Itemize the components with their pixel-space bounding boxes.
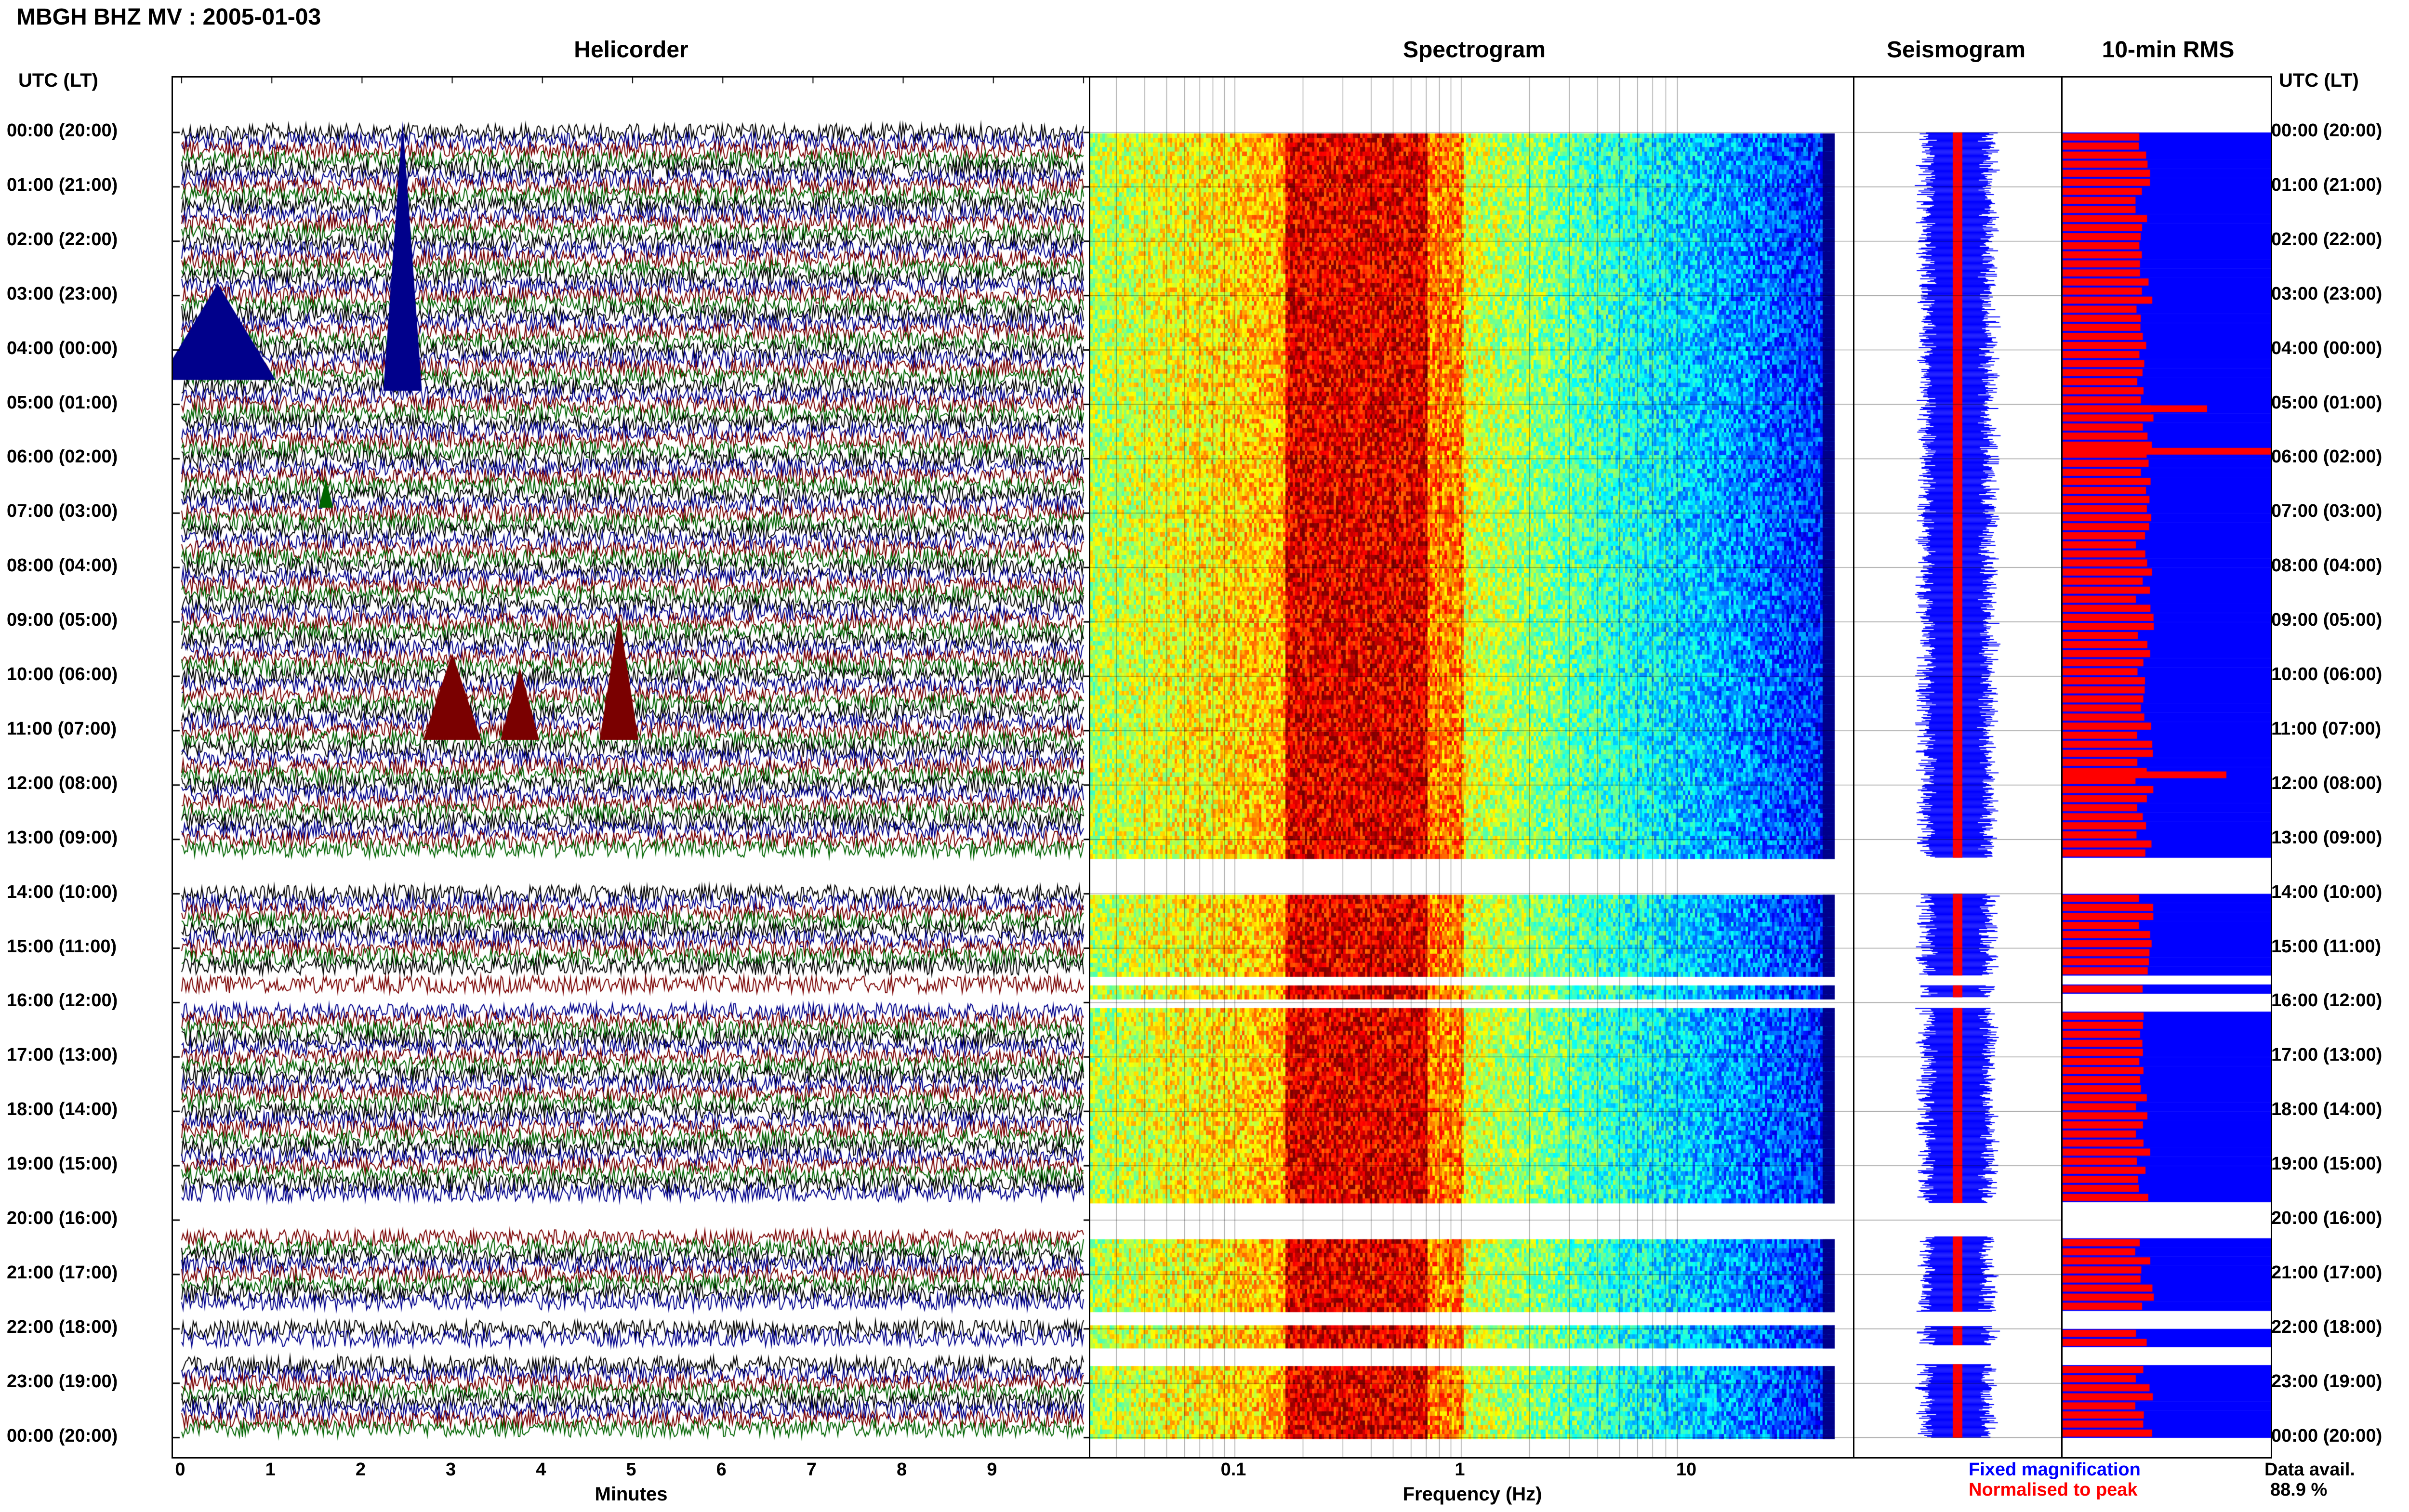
time-label-left: 08:00 (04:00) (7, 555, 118, 576)
helicorder-tick-label: 9 (987, 1459, 997, 1480)
helicorder-tick-label: 1 (265, 1459, 276, 1480)
time-label-right: 06:00 (02:00) (2271, 447, 2383, 467)
seismogram-header: Seismogram (1886, 37, 2026, 63)
time-label-left: 23:00 (19:00) (7, 1371, 118, 1392)
time-label-right: 04:00 (00:00) (2271, 338, 2383, 358)
spectrogram-x-label: Frequency (Hz) (1403, 1484, 1542, 1505)
spectrogram-header: Spectrogram (1403, 37, 1546, 63)
utc-axis-label-right: UTC (LT) (2279, 70, 2359, 91)
time-label-right: 09:00 (05:00) (2271, 610, 2383, 631)
time-label-left: 16:00 (12:00) (7, 990, 118, 1011)
time-label-right: 08:00 (04:00) (2271, 555, 2383, 576)
helicorder-x-label: Minutes (595, 1484, 668, 1505)
time-label-left: 19:00 (15:00) (7, 1154, 118, 1174)
time-label-right: 20:00 (16:00) (2271, 1208, 2383, 1228)
time-label-right: 19:00 (15:00) (2271, 1154, 2383, 1174)
time-label-left: 10:00 (06:00) (7, 664, 118, 684)
time-label-left: 04:00 (00:00) (7, 338, 118, 358)
time-label-left: 09:00 (05:00) (7, 610, 118, 631)
time-label-right: 16:00 (12:00) (2271, 990, 2383, 1011)
time-label-right: 05:00 (01:00) (2271, 392, 2383, 413)
helicorder-tick-label: 7 (806, 1459, 817, 1480)
time-label-left: 00:00 (20:00) (7, 120, 118, 141)
time-label-left: 00:00 (20:00) (7, 1425, 118, 1446)
time-label-right: 01:00 (21:00) (2271, 174, 2383, 195)
time-label-left: 11:00 (07:00) (7, 718, 117, 739)
legend-fixed-magnification: Fixed magnification (1969, 1459, 2141, 1480)
helicorder-tick-label: 2 (355, 1459, 366, 1480)
time-label-right: 10:00 (06:00) (2271, 664, 2383, 684)
time-label-left: 20:00 (16:00) (7, 1208, 118, 1228)
time-label-right: 00:00 (20:00) (2271, 1425, 2383, 1446)
seismogram-panel (1853, 76, 2064, 1459)
spectrogram-image (1090, 78, 1854, 1457)
rms-panel (2061, 76, 2272, 1459)
helicorder-tick-label: 6 (716, 1459, 727, 1480)
time-label-right: 13:00 (09:00) (2271, 827, 2383, 848)
time-label-right: 15:00 (11:00) (2271, 936, 2382, 957)
time-label-right: 23:00 (19:00) (2271, 1371, 2383, 1392)
time-label-left: 13:00 (09:00) (7, 827, 118, 848)
time-label-left: 01:00 (21:00) (7, 174, 118, 195)
time-label-left: 14:00 (10:00) (7, 881, 118, 902)
helicorder-header: Helicorder (574, 37, 688, 63)
spectrogram-panel (1089, 76, 1856, 1459)
rms-bars (2063, 78, 2271, 1457)
helicorder-tick-label: 0 (175, 1459, 185, 1480)
time-label-right: 07:00 (03:00) (2271, 501, 2383, 522)
time-label-right: 18:00 (14:00) (2271, 1099, 2383, 1120)
time-label-left: 02:00 (22:00) (7, 229, 118, 250)
data-availability-label: Data avail. (2264, 1459, 2355, 1480)
helicorder-panel (172, 76, 1092, 1459)
seismogram-traces (1854, 78, 2063, 1457)
time-label-left: 03:00 (23:00) (7, 283, 118, 304)
time-label-left: 17:00 (13:00) (7, 1045, 118, 1065)
helicorder-tick-label: 3 (446, 1459, 456, 1480)
time-label-right: 11:00 (07:00) (2271, 718, 2382, 739)
spectrogram-tick-label: 0.1 (1220, 1459, 1246, 1480)
time-label-left: 18:00 (14:00) (7, 1099, 118, 1120)
helicorder-tick-label: 8 (897, 1459, 907, 1480)
time-label-left: 05:00 (01:00) (7, 392, 118, 413)
utc-axis-label-left: UTC (LT) (18, 70, 98, 91)
time-label-right: 17:00 (13:00) (2271, 1045, 2383, 1065)
legend-normalised-to-peak: Normalised to peak (1969, 1480, 2138, 1500)
time-label-right: 03:00 (23:00) (2271, 283, 2383, 304)
page-title: MBGH BHZ MV : 2005-01-03 (16, 4, 321, 30)
time-label-left: 06:00 (02:00) (7, 447, 118, 467)
spectrogram-tick-label: 1 (1455, 1459, 1465, 1480)
time-label-left: 07:00 (03:00) (7, 501, 118, 522)
time-label-right: 14:00 (10:00) (2271, 881, 2383, 902)
time-label-left: 15:00 (11:00) (7, 936, 117, 957)
time-label-left: 22:00 (18:00) (7, 1316, 118, 1337)
time-label-right: 12:00 (08:00) (2271, 773, 2383, 793)
time-label-left: 21:00 (17:00) (7, 1262, 118, 1283)
helicorder-traces (173, 78, 1090, 1457)
time-label-right: 00:00 (20:00) (2271, 120, 2383, 141)
time-label-right: 21:00 (17:00) (2271, 1262, 2383, 1283)
data-availability-value: 88.9 % (2270, 1480, 2328, 1500)
time-label-right: 02:00 (22:00) (2271, 229, 2383, 250)
time-label-right: 22:00 (18:00) (2271, 1316, 2383, 1337)
helicorder-tick-label: 5 (626, 1459, 636, 1480)
time-label-left: 12:00 (08:00) (7, 773, 118, 793)
rms-header: 10-min RMS (2102, 37, 2235, 63)
spectrogram-tick-label: 10 (1676, 1459, 1697, 1480)
helicorder-tick-label: 4 (536, 1459, 546, 1480)
